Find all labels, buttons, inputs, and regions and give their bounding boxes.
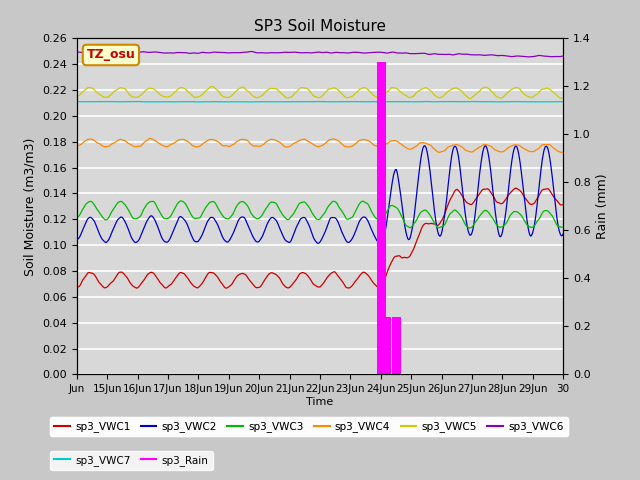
X-axis label: Time: Time [307, 397, 333, 407]
Bar [392, 317, 401, 374]
Legend: sp3_VWC7, sp3_Rain: sp3_VWC7, sp3_Rain [50, 451, 212, 470]
Y-axis label: Soil Moisture (m3/m3): Soil Moisture (m3/m3) [24, 137, 36, 276]
Bar [381, 317, 390, 374]
Bar [379, 317, 388, 374]
Legend: sp3_VWC1, sp3_VWC2, sp3_VWC3, sp3_VWC4, sp3_VWC5, sp3_VWC6: sp3_VWC1, sp3_VWC2, sp3_VWC3, sp3_VWC4, … [50, 417, 568, 436]
Y-axis label: Rain (mm): Rain (mm) [596, 174, 609, 239]
Title: SP3 Soil Moisture: SP3 Soil Moisture [254, 20, 386, 35]
Bar [378, 317, 387, 374]
Text: TZ_osu: TZ_osu [86, 48, 135, 61]
Bar [376, 62, 386, 374]
Bar [382, 317, 392, 374]
